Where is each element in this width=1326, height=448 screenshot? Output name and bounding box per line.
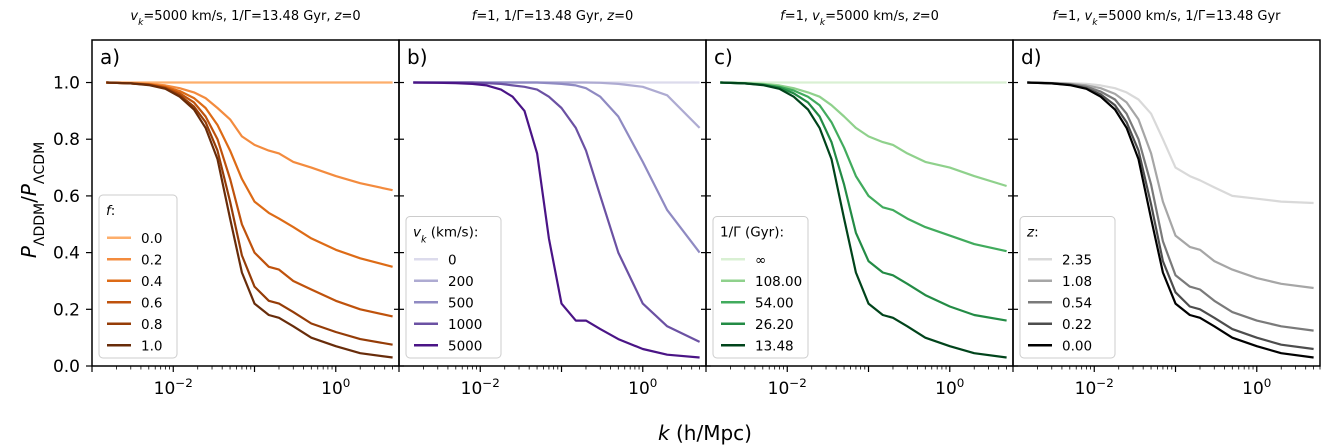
series-lines [1027, 81, 1314, 359]
y-tick-label: 0.2 [53, 300, 80, 320]
legend-title: 1/Γ (Gyr): [720, 225, 784, 241]
series-line-5000 [413, 81, 700, 359]
panel-title: f=1, vk=5000 km/s, 1/Γ=13.48 Gyr [1053, 9, 1282, 28]
series-line-1.08 [1027, 81, 1314, 290]
legend-entry-label: 26.20 [755, 317, 794, 333]
y-tick-label: 0.6 [53, 187, 80, 207]
panel-title: vk=5000 km/s, 1/Γ=13.48 Gyr, z=0 [130, 9, 360, 28]
series-lines [413, 81, 701, 359]
legend-entry-label: 0.00 [1062, 338, 1092, 354]
x-tick-label: 10−2 [461, 376, 500, 399]
legend-entry-label: 0.2 [141, 252, 162, 268]
panel-letter: c) [714, 45, 733, 69]
series-line-0.54 [1027, 81, 1314, 332]
y-tick-label: 1.0 [53, 74, 80, 94]
x-tick-label: 100 [935, 376, 964, 399]
legend: z: 2.35 1.08 0.54 0.22 0.00 [1019, 216, 1116, 359]
legend-title: f: [106, 203, 115, 219]
legend: 1/Γ (Gyr): ∞ 108.00 54.00 26.20 13.48 [712, 216, 809, 359]
x-tick-label: 10−2 [768, 376, 807, 399]
x-tick-label: 10−2 [1075, 376, 1114, 399]
legend-entry-label: 200 [448, 274, 474, 290]
panel-letter: a) [100, 45, 120, 69]
series-line-2.35 [1027, 81, 1314, 205]
x-tick-label: 100 [628, 376, 657, 399]
y-tick-label: 0.0 [53, 357, 80, 377]
legend-entry-label: 0.8 [141, 317, 162, 333]
legend-title: z: [1026, 225, 1039, 241]
panel-letter: d) [1021, 45, 1042, 69]
legend-entry-label: 0.54 [1062, 295, 1092, 311]
series-line-0.00 [1027, 81, 1314, 359]
series-lines [106, 81, 393, 359]
y-tick-label: 0.4 [53, 244, 80, 264]
panel-title: f=1, vk=5000 km/s, z=0 [780, 9, 939, 28]
panel-frame [1012, 39, 1321, 367]
panel-a: vk=5000 km/s, 1/Γ=13.48 Gyr, z=0 10−2 100 a… [86, 9, 400, 399]
series-line-0.2 [106, 81, 393, 192]
series-line-1000 [413, 81, 701, 343]
legend-entry-label: 5000 [448, 338, 482, 354]
series-line-13.48 [720, 81, 1007, 359]
panel-d: f=1, vk=5000 km/s, 1/Γ=13.48 Gyr 10−2 100 d… [1008, 9, 1321, 399]
legend-box [98, 194, 178, 359]
legend: vk (km/s): 0 200 500 1000 5000 [405, 216, 502, 359]
legend-entry-label: 1.08 [1062, 274, 1092, 290]
legend: f: 0.0 0.2 0.4 0.6 0.8 1.0 [98, 194, 178, 359]
legend-entry-label: 0.22 [1062, 317, 1092, 333]
legend-entry-label: 13.48 [755, 338, 794, 354]
x-tick-label: 10−2 [154, 376, 193, 399]
x-axis-label: k (h/Mpc) [658, 421, 752, 445]
legend-entry-label: ∞ [755, 252, 766, 268]
y-axis-label: PΛDDM/PΛCDM [17, 142, 48, 258]
legend-entry-label: 0.6 [141, 295, 162, 311]
series-line-200 [413, 81, 701, 129]
panel-b: f=1, 1/Γ=13.48 Gyr, z=0 10−2 100 b) vk (km/s… [394, 9, 707, 399]
panel-letter: b) [407, 45, 428, 69]
legend-entry-label: 108.00 [755, 274, 802, 290]
legend-entry-label: 0.0 [141, 231, 162, 247]
series-line-1.0 [106, 81, 393, 359]
legend-entry-label: 54.00 [755, 295, 794, 311]
y-tick-label: 0.8 [53, 130, 80, 150]
legend-entry-label: 500 [448, 295, 474, 311]
legend-entry-label: 0.4 [141, 274, 162, 290]
series-lines [720, 81, 1007, 359]
series-line-108.00 [720, 81, 1007, 188]
legend-entry-label: 0 [448, 252, 457, 268]
legend-entry-label: 1000 [448, 317, 482, 333]
legend-title: vk (km/s): [413, 225, 478, 246]
x-tick-label: 100 [1242, 376, 1271, 399]
panel-title: f=1, 1/Γ=13.48 Gyr, z=0 [472, 9, 634, 24]
x-tick-label: 100 [321, 376, 350, 399]
panel-c: f=1, vk=5000 km/s, z=0 10−2 100 c) 1/Γ (Gyr)… [701, 9, 1014, 399]
shared-y-axis: 0.0 0.2 0.4 0.6 0.8 1.0 [53, 74, 80, 377]
legend-entry-label: 1.0 [141, 338, 162, 354]
panels-group: vk=5000 km/s, 1/Γ=13.48 Gyr, z=0 10−2 100 a… [86, 9, 1321, 399]
legend-entry-label: 2.35 [1062, 252, 1092, 268]
